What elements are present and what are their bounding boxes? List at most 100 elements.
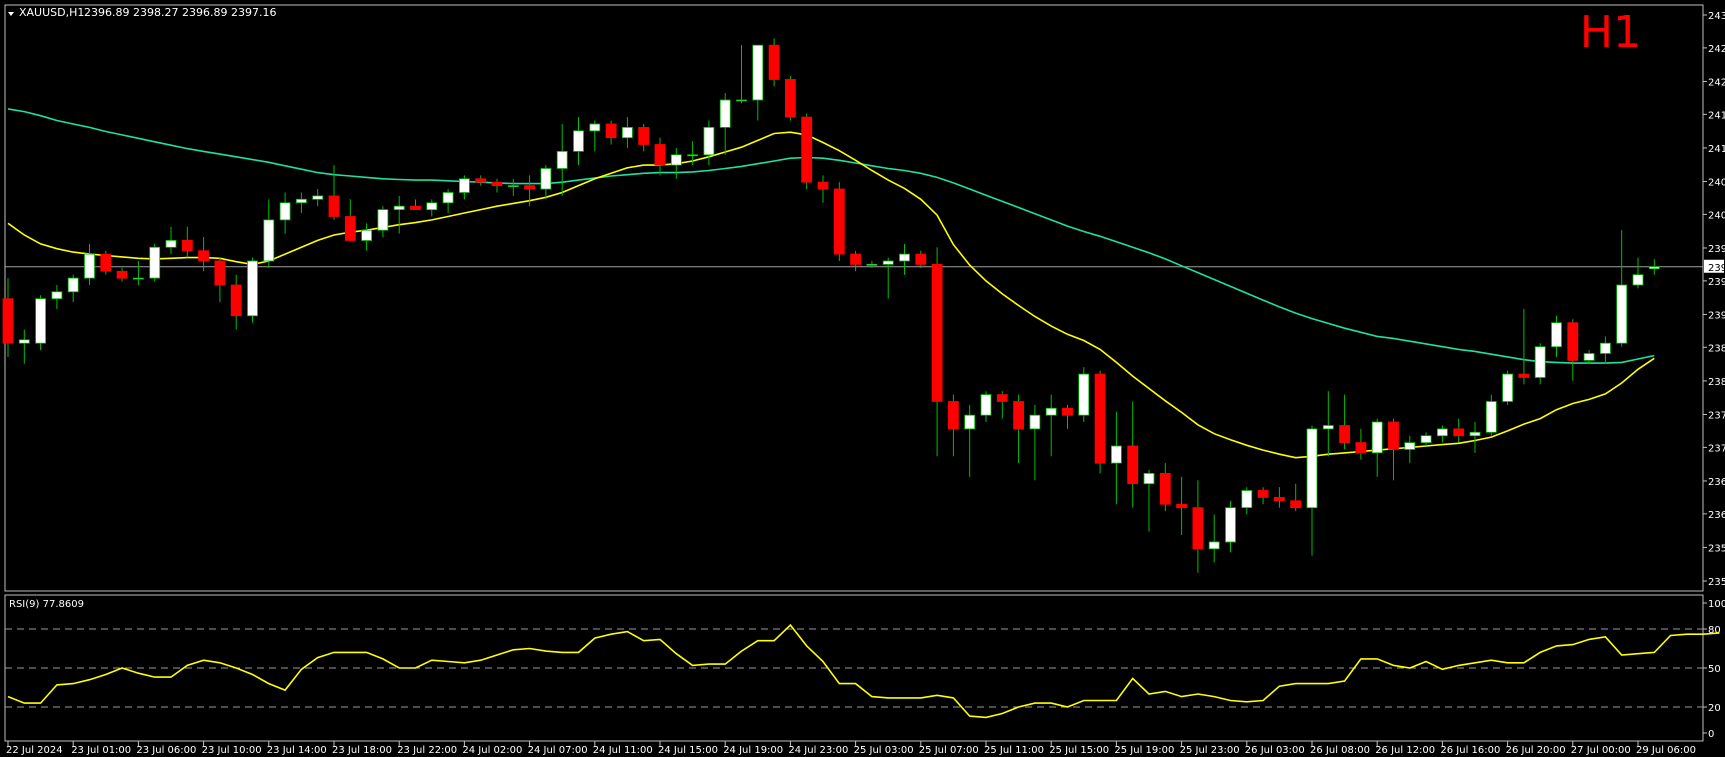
candle-body-bull: [84, 253, 95, 279]
candle: [915, 250, 927, 268]
candle-body-bull: [1502, 373, 1513, 402]
candle-body-bull: [589, 123, 601, 132]
price-panel-frame: [4, 4, 1704, 592]
candle: [410, 199, 421, 210]
candle-body-bear: [948, 401, 959, 430]
candle: [247, 257, 258, 323]
candle-body-bull: [752, 44, 764, 101]
candle: [948, 394, 959, 457]
candle-body-bull: [980, 394, 992, 416]
candle-body-bear: [1453, 428, 1465, 437]
time-tick-label: 22 Jul 2024: [6, 745, 63, 756]
price-axis: 2433.90 2429.10 2424.20 2419.40 2414.50 2409.…: [1703, 11, 1725, 588]
chart-header: XAUUSD,H1 2396.89 2398.27 2396.89 2397.1…: [8, 6, 276, 19]
time-tick-label: 25 Jul 11:00: [984, 745, 1044, 756]
candle-body-bull: [1616, 284, 1628, 344]
candle-body-bear: [328, 195, 340, 217]
candle-body-bull: [426, 202, 438, 211]
candle-body-bull: [1225, 507, 1236, 543]
collapse-arrow-icon[interactable]: [8, 12, 14, 16]
price-tick-label: 2375.60: [1708, 410, 1725, 421]
rsi-axis: 100 80 50 20 0: [5, 599, 1725, 740]
candle-body-bull: [247, 260, 258, 317]
candle-body-bear: [181, 239, 193, 252]
price-tick-label: 2419.40: [1708, 110, 1725, 121]
candle: [67, 274, 79, 303]
price-panel[interactable]: 2433.90 2429.10 2424.20 2419.40 2414.50 2409.…: [2, 4, 1725, 592]
candle: [785, 75, 796, 121]
candle-body-bull: [263, 219, 275, 262]
candle: [1111, 411, 1122, 505]
candle: [524, 175, 535, 207]
candle: [622, 117, 633, 148]
candle: [1159, 463, 1171, 512]
candle-body-bull: [866, 263, 878, 266]
candle: [1127, 401, 1139, 508]
time-tick-label: 26 Jul 08:00: [1310, 745, 1370, 756]
candle-body-bear: [1518, 373, 1530, 378]
rsi-panel[interactable]: 100 80 50 20 0 RSI(9) 77.8609: [4, 594, 1725, 742]
price-tick-label: 2385.40: [1708, 343, 1725, 354]
candle: [312, 189, 324, 207]
candle: [263, 199, 275, 268]
candle-body-bull: [1600, 342, 1611, 354]
time-tick-label: 27 Jul 00:00: [1571, 745, 1631, 756]
candle-body-bull: [736, 99, 747, 102]
time-tick-label: 26 Jul 12:00: [1375, 745, 1435, 756]
time-tick-label: 23 Jul 10:00: [202, 745, 262, 756]
candle-body-bull: [1029, 414, 1041, 430]
candle-body-bull: [719, 99, 731, 128]
candle: [1241, 487, 1253, 515]
price-tick-label: 2424.20: [1708, 77, 1725, 88]
candle: [442, 189, 454, 214]
candle-body-bull: [1648, 266, 1660, 270]
candle: [116, 267, 128, 282]
price-tick-label: 2370.80: [1708, 443, 1725, 454]
candle-body-bull: [1437, 428, 1448, 437]
candle-body-bull: [622, 127, 633, 139]
candle: [1290, 483, 1302, 512]
timeframe-badge: H1: [1580, 7, 1641, 58]
rsi-line: [7, 623, 1720, 719]
candle-body-bull: [149, 246, 161, 279]
candle-body-bull: [1045, 407, 1057, 416]
candle-body-bull: [442, 192, 454, 204]
candle-body-bear: [1013, 401, 1024, 430]
candle-body-bear: [410, 205, 421, 210]
candle: [899, 243, 910, 275]
candle: [833, 182, 845, 261]
candle-body-bear: [1388, 421, 1399, 450]
candle: [703, 120, 715, 166]
candle: [1648, 259, 1660, 275]
candle-body-bull: [1143, 472, 1155, 485]
time-tick-label: 25 Jul 03:00: [854, 745, 914, 756]
candle: [214, 257, 226, 303]
candle-body-bear: [768, 44, 780, 80]
time-axis: 22 Jul 2024 23 Jul 01:00 23 Jul 06:00 23 Ju…: [6, 741, 1696, 756]
moving-average-slow: [7, 108, 1655, 364]
candle-body-bull: [1485, 401, 1497, 433]
candle: [1583, 350, 1595, 364]
candle: [475, 175, 487, 186]
candle: [931, 247, 943, 457]
time-tick-label: 26 Jul 20:00: [1506, 745, 1566, 756]
candle: [458, 175, 470, 200]
candle-body-bull: [687, 154, 698, 157]
candle-body-bear: [1094, 373, 1106, 464]
candle-body-bull: [1404, 442, 1416, 450]
candle-body-bull: [703, 127, 715, 156]
candle-body-bull: [1078, 373, 1090, 416]
candle-body-bear: [524, 185, 535, 190]
candle-body-bull: [1241, 490, 1253, 509]
candle: [605, 120, 617, 145]
candle: [1518, 308, 1530, 385]
candle-body-bear: [344, 216, 356, 241]
candle: [980, 391, 992, 423]
candle: [1306, 425, 1318, 556]
time-tick-label: 24 Jul 02:00: [462, 745, 522, 756]
candle-body-bull: [1371, 421, 1383, 454]
price-tick-label: 2365.90: [1708, 477, 1725, 488]
time-tick-label: 23 Jul 06:00: [136, 745, 196, 756]
candle-body-bull: [67, 277, 79, 293]
